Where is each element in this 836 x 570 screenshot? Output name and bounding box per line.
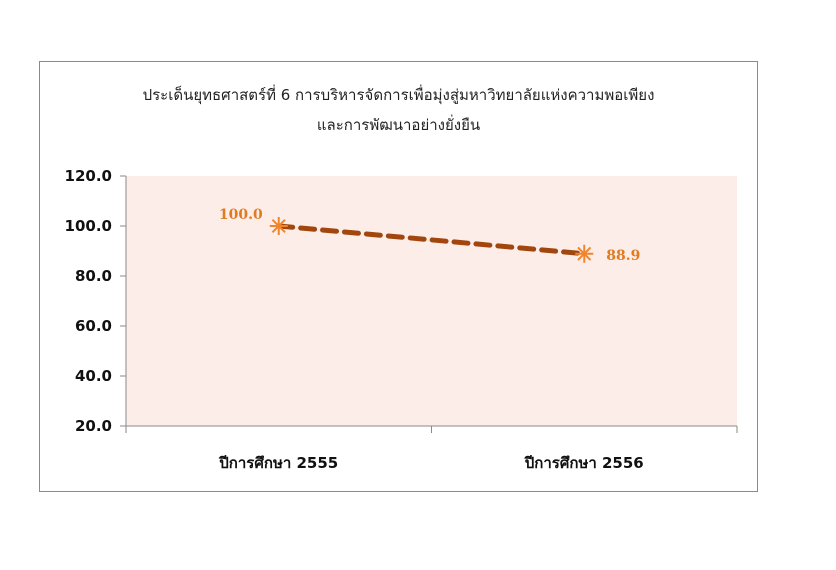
y-tick-label: 100.0 xyxy=(65,217,112,235)
plot-area xyxy=(126,176,737,426)
chart-title: ประเด็นยุทธศาสตร์ที่ 6 การบริหารจัดการเพ… xyxy=(40,80,757,140)
y-tick-label: 20.0 xyxy=(75,417,112,435)
y-tick-label: 80.0 xyxy=(75,267,112,285)
data-point-marker xyxy=(575,244,594,263)
series-line xyxy=(276,223,587,257)
y-tick-label: 120.0 xyxy=(65,167,112,185)
chart-title-line-2: และการพัฒนาอย่างยั่งยืน xyxy=(316,116,481,134)
y-tick-label: 60.0 xyxy=(75,317,112,335)
data-point-marker xyxy=(269,217,288,235)
chart-title-line-1: ประเด็นยุทธศาสตร์ที่ 6 การบริหารจัดการเพ… xyxy=(142,86,655,104)
data-label: 88.9 xyxy=(606,248,640,264)
y-tick-label: 40.0 xyxy=(75,367,112,385)
data-label: 100.0 xyxy=(219,207,263,223)
x-category-label: ปีการศึกษา 2555 xyxy=(218,454,338,472)
x-category-label: ปีการศึกษา 2556 xyxy=(524,454,644,472)
